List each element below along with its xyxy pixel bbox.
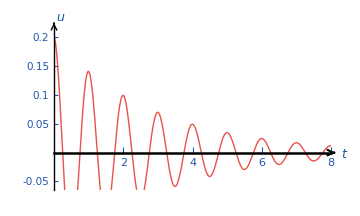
Text: t: t xyxy=(341,148,346,161)
Text: u: u xyxy=(57,11,65,24)
